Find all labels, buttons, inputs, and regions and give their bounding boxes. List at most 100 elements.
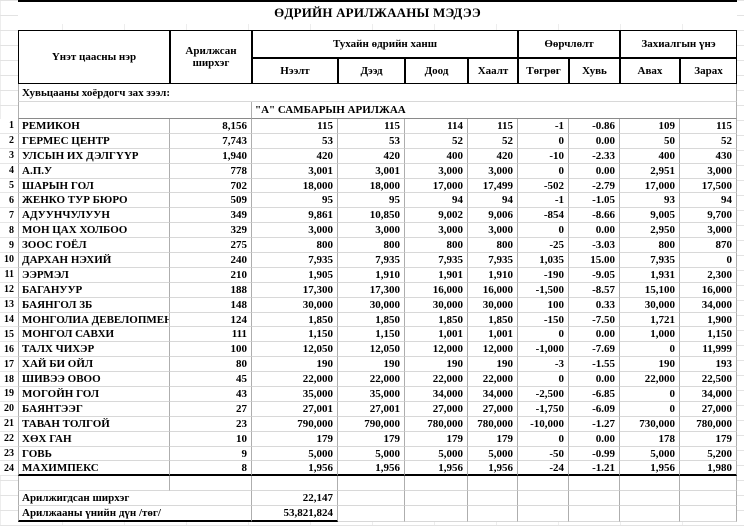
row-number[interactable]: 19 (0, 387, 18, 402)
cell-low[interactable]: 1,850 (405, 312, 468, 328)
cell-chg[interactable]: -50 (518, 446, 569, 462)
row-number[interactable]: 17 (0, 357, 18, 373)
cell-name[interactable]: ТАВАН ТОЛГОЙ (18, 416, 170, 432)
cell-sell[interactable]: 1,900 (680, 312, 737, 328)
cell-open[interactable]: 17,300 (252, 282, 338, 298)
cell-close[interactable]: 179 (468, 431, 518, 447)
cell-chg[interactable]: -10,000 (518, 416, 569, 432)
cell-qty[interactable]: 8 (170, 461, 252, 477)
cell-chg[interactable]: -150 (518, 312, 569, 328)
cell-pct[interactable]: -6.85 (569, 387, 620, 402)
row-number[interactable]: 12 (0, 282, 18, 298)
cell-buy[interactable]: 15,100 (620, 282, 680, 298)
cell-qty[interactable]: 210 (170, 267, 252, 283)
cell-chg[interactable]: 100 (518, 297, 569, 313)
cell-high[interactable]: 18,000 (338, 178, 405, 194)
cell-sell[interactable]: 52 (680, 133, 737, 149)
cell-name[interactable]: ГОВЬ (18, 446, 170, 462)
cell-close[interactable]: 115 (468, 119, 518, 134)
cell-name[interactable]: ХАЙ БИ ОЙЛ (18, 357, 170, 373)
cell-buy[interactable]: 0 (620, 401, 680, 417)
cell-buy[interactable]: 7,935 (620, 253, 680, 268)
cell-name[interactable]: ХӨХ ГАН (18, 431, 170, 447)
report-title[interactable]: ӨДРИЙН АРИЛЖААНЫ МЭДЭЭ (18, 0, 737, 24)
cell-buy[interactable]: 9,005 (620, 208, 680, 224)
cell-close[interactable]: 1,850 (468, 312, 518, 328)
cell-close[interactable]: 5,000 (468, 446, 518, 462)
cell-high[interactable]: 1,956 (338, 461, 405, 477)
cell-chg[interactable]: -2,500 (518, 387, 569, 402)
cell-open[interactable]: 1,850 (252, 312, 338, 328)
cell-qty[interactable]: 124 (170, 312, 252, 328)
cell-sell[interactable]: 22,500 (680, 372, 737, 388)
cell-name[interactable]: ТАЛХ ЧИХЭР (18, 342, 170, 358)
cell-low[interactable]: 22,000 (405, 372, 468, 388)
cell-name[interactable]: ДАРХАН НЭХИЙ (18, 253, 170, 268)
cell-buy[interactable]: 400 (620, 148, 680, 164)
cell-low[interactable]: 800 (405, 238, 468, 254)
cell-sell[interactable]: 34,000 (680, 387, 737, 402)
cell-buy[interactable]: 5,000 (620, 446, 680, 462)
cell-sell[interactable]: 11,999 (680, 342, 737, 358)
cell-pct[interactable]: -1.21 (569, 461, 620, 477)
cell-buy[interactable]: 0 (620, 387, 680, 402)
cell-pct[interactable]: -7.50 (569, 312, 620, 328)
cell-qty[interactable]: 111 (170, 327, 252, 343)
cell-close[interactable]: 34,000 (468, 387, 518, 402)
row-number[interactable]: 3 (0, 148, 18, 164)
cell-chg[interactable]: -24 (518, 461, 569, 477)
cell-high[interactable]: 30,000 (338, 297, 405, 313)
cell-high[interactable]: 420 (338, 148, 405, 164)
cell-chg[interactable]: -25 (518, 238, 569, 254)
cell-pct[interactable]: 0.00 (569, 372, 620, 388)
cell-high[interactable]: 35,000 (338, 387, 405, 402)
cell-name[interactable]: БАЯНТЭЭГ (18, 401, 170, 417)
cell-high[interactable]: 3,001 (338, 163, 405, 179)
cell-name[interactable]: ГЕРМЕС ЦЕНТР (18, 133, 170, 149)
row-number[interactable]: 13 (0, 297, 18, 313)
cell-pct[interactable]: 0.00 (569, 327, 620, 343)
cell-low[interactable]: 780,000 (405, 416, 468, 432)
cell-open[interactable]: 5,000 (252, 446, 338, 462)
col-header-tugrug[interactable]: Төгрөг (518, 58, 569, 84)
cell-chg[interactable]: -1,750 (518, 401, 569, 417)
cell-close[interactable]: 27,000 (468, 401, 518, 417)
cell-sell[interactable]: 34,000 (680, 297, 737, 313)
cell-qty[interactable]: 23 (170, 416, 252, 432)
cell-buy[interactable]: 1,931 (620, 267, 680, 283)
cell-low[interactable]: 1,901 (405, 267, 468, 283)
cell-pct[interactable]: -2.79 (569, 178, 620, 194)
cell-high[interactable]: 790,000 (338, 416, 405, 432)
cell-buy[interactable]: 30,000 (620, 297, 680, 313)
cell-high[interactable]: 95 (338, 193, 405, 209)
col-header-sell[interactable]: Зарах (680, 58, 737, 84)
cell-qty[interactable]: 43 (170, 387, 252, 402)
cell-qty[interactable]: 240 (170, 253, 252, 268)
cell-qty[interactable]: 275 (170, 238, 252, 254)
cell-sell[interactable]: 16,000 (680, 282, 737, 298)
col-header-security-name[interactable]: Үнэт цаасны нэр (18, 30, 170, 84)
cell-name[interactable]: ШИВЭЭ ОВОО (18, 372, 170, 388)
cell-buy[interactable]: 1,956 (620, 461, 680, 477)
cell-name[interactable]: МАХИМПЕКС (18, 461, 170, 477)
cell-close[interactable]: 16,000 (468, 282, 518, 298)
cell-sell[interactable]: 27,000 (680, 401, 737, 417)
cell-close[interactable]: 17,499 (468, 178, 518, 194)
cell-qty[interactable]: 188 (170, 282, 252, 298)
cell-pct[interactable]: -9.05 (569, 267, 620, 283)
cell-close[interactable]: 12,000 (468, 342, 518, 358)
cell-chg[interactable]: -190 (518, 267, 569, 283)
cell-name[interactable]: МОНГОЛ САВХИ (18, 327, 170, 343)
cell-low[interactable]: 114 (405, 119, 468, 134)
cell-high[interactable]: 17,300 (338, 282, 405, 298)
cell-close[interactable]: 3,000 (468, 223, 518, 239)
cell-name[interactable]: ШАРЫН ГОЛ (18, 178, 170, 194)
cell-high[interactable]: 1,850 (338, 312, 405, 328)
cell-qty[interactable]: 10 (170, 431, 252, 447)
cell-sell[interactable]: 94 (680, 193, 737, 209)
cell-sell[interactable]: 1,150 (680, 327, 737, 343)
cell-pct[interactable]: 0.33 (569, 297, 620, 313)
row-number[interactable]: 23 (0, 446, 18, 462)
cell-pct[interactable]: -8.66 (569, 208, 620, 224)
cell-qty[interactable]: 509 (170, 193, 252, 209)
